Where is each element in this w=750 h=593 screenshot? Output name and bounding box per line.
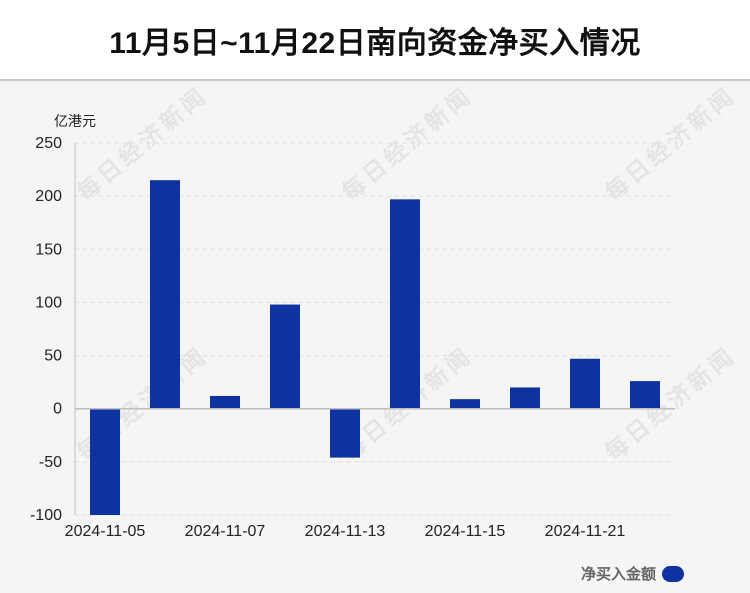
x-tick-label: 2024-11-21: [545, 523, 626, 540]
bar: [630, 381, 660, 409]
y-tick-label: 100: [35, 294, 62, 311]
y-axis-unit-label: 亿港元: [54, 113, 96, 129]
y-tick-label: -100: [30, 507, 62, 524]
y-tick-label: 0: [53, 401, 62, 418]
legend-swatch: [662, 565, 684, 582]
bar: [270, 304, 300, 409]
bar: [570, 358, 600, 409]
y-tick-label: 50: [44, 348, 62, 365]
y-tick-label: 200: [35, 188, 62, 205]
bar: [150, 180, 180, 409]
bar: [210, 395, 240, 409]
bar: [510, 387, 540, 409]
x-tick-label: 2024-11-07: [185, 523, 266, 540]
header-bar: 11月5日~11月22日南向资金净买入情况: [0, 0, 750, 81]
y-tick-label: 250: [35, 135, 62, 152]
chart-title: 11月5日~11月22日南向资金净买入情况: [109, 27, 641, 60]
y-tick-label: 150: [35, 241, 62, 258]
bar: [90, 408, 120, 515]
x-tick-label: 2024-11-13: [305, 523, 386, 540]
bar: [390, 199, 420, 409]
x-tick-label: 2024-11-05: [65, 523, 146, 540]
y-tick-label: -50: [39, 454, 62, 471]
legend-label: 净买入金额: [580, 566, 656, 583]
legend: 净买入金额: [581, 563, 684, 584]
x-tick-label: 2024-11-15: [425, 523, 506, 540]
bar: [450, 399, 480, 409]
bar: [330, 408, 360, 458]
